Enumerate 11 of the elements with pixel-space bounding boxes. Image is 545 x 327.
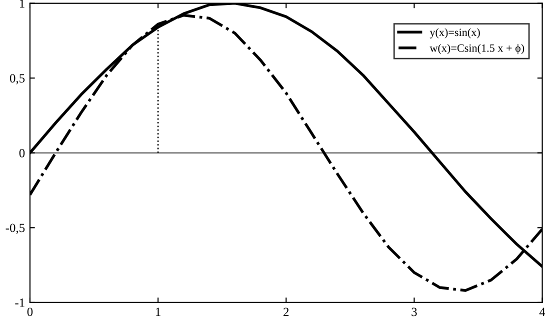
x-tick-label: 4 [539, 308, 545, 316]
y-tick-label: 0 [19, 148, 25, 158]
y-tick-label: -1 [15, 298, 24, 307]
x-tick-label: 0 [27, 308, 33, 316]
legend-label: y(x)=sin(x) [430, 28, 480, 38]
y-tick-label: 0,5 [10, 74, 25, 84]
x-tick-label: 3 [412, 308, 417, 316]
legend-label: w(x)=Csin(1.5 x + ϕ) [430, 44, 524, 54]
y-tick-label: -0,5 [6, 224, 25, 234]
x-tick-label: 2 [284, 308, 289, 316]
x-tick-label: 1 [156, 308, 160, 316]
